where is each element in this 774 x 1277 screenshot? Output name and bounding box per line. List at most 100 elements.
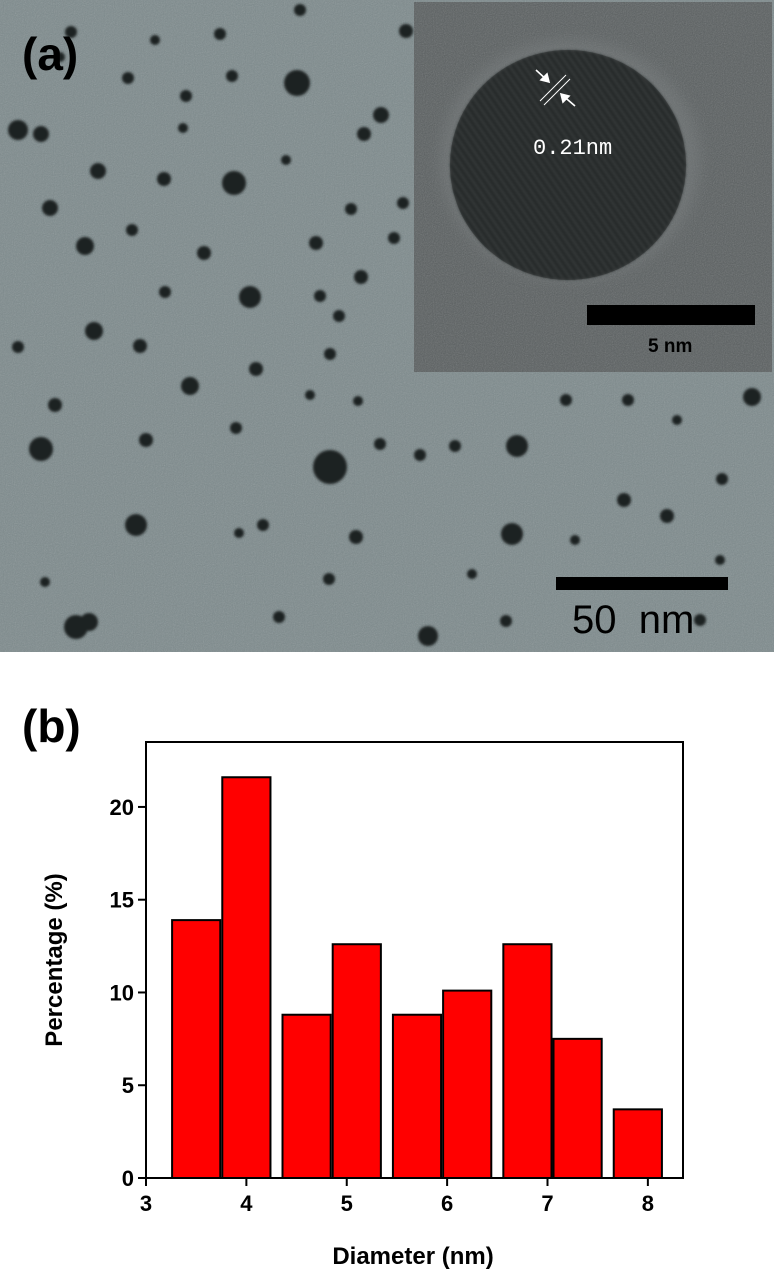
bar (612, 1108, 663, 1179)
nanoparticle (181, 377, 199, 395)
nanoparticle (506, 435, 528, 457)
nanoparticle (324, 348, 336, 360)
nanoparticle (309, 236, 323, 250)
nanoparticle (399, 24, 413, 38)
hrtem-inset: 0.21nm 5 nm (414, 2, 772, 372)
nanoparticle (305, 390, 315, 400)
x-tick-label: 6 (441, 1191, 453, 1216)
nanoparticle (560, 394, 572, 406)
bar (171, 919, 222, 1180)
lattice-spacing-marker (535, 69, 576, 107)
nanoparticle (570, 535, 580, 545)
nanoparticle (29, 437, 53, 461)
nanoparticle (313, 450, 347, 484)
y-tick-label: 15 (110, 888, 134, 913)
nanoparticle (345, 203, 357, 215)
x-tick-label: 8 (642, 1191, 654, 1216)
nanoparticle (323, 573, 335, 585)
x-tick-label: 7 (541, 1191, 553, 1216)
nanoparticle (125, 514, 147, 536)
x-tick-label: 3 (140, 1191, 152, 1216)
nanoparticle (467, 569, 477, 579)
nanoparticle (349, 530, 363, 544)
nanoparticle (374, 438, 386, 450)
nanoparticle (284, 70, 310, 96)
main-scale-label: 50 nm (572, 598, 694, 642)
nanoparticle (418, 626, 438, 646)
nanoparticle (139, 433, 153, 447)
nanoparticle (672, 415, 682, 425)
nanoparticle (42, 200, 58, 216)
nanoparticle (716, 473, 728, 485)
nanoparticle (33, 126, 49, 142)
panel-a-label: (a) (22, 28, 78, 80)
nanoparticle (55, 52, 65, 62)
size-distribution-chart: (b) 3 4 5 6 7 8 0 5 10 15 20 Diameter (nm) Percent… (22, 700, 684, 1270)
nanoparticle (617, 493, 631, 507)
y-tick-label: 20 (110, 795, 134, 820)
nanoparticle (333, 310, 345, 322)
nanoparticle (234, 528, 244, 538)
nanoparticle (133, 339, 147, 353)
nanoparticle (397, 197, 409, 209)
x-tick-label: 4 (240, 1191, 253, 1216)
chart-axes: 3 4 5 6 7 8 0 5 10 15 20 (110, 741, 684, 1216)
lattice-spacing-label: 0.21nm (533, 136, 612, 161)
nanoparticle (48, 398, 62, 412)
nanoparticle (150, 35, 160, 45)
plot-frame (145, 741, 684, 1179)
nanoparticle (257, 519, 269, 531)
nanoparticle (414, 449, 426, 461)
nanoparticle (501, 523, 523, 545)
nanoparticles (8, 4, 761, 646)
nanoparticle (157, 172, 171, 186)
nanoparticle (353, 396, 363, 406)
x-axis-label: Diameter (nm) (332, 1243, 493, 1270)
bar (221, 776, 272, 1179)
bar (442, 989, 493, 1180)
nanoparticle (159, 286, 171, 298)
nanoparticle (294, 4, 306, 16)
inset-scale-bar (587, 305, 755, 325)
bar (391, 1013, 443, 1180)
nanoparticle (85, 322, 103, 340)
nanoparticle (64, 615, 88, 639)
nanoparticle (8, 120, 28, 140)
nanoparticle (40, 577, 50, 587)
nanoparticle (249, 362, 263, 376)
nanoparticle (12, 341, 24, 353)
nanoparticle (354, 270, 368, 284)
inset-scale-label: 5 nm (648, 336, 692, 357)
nanoparticle (197, 246, 211, 260)
nanoparticle (694, 614, 706, 626)
main-scale-bar (556, 577, 728, 590)
nanoparticle (230, 422, 242, 434)
panel-b-label: (b) (22, 700, 81, 752)
nanoparticle (122, 72, 134, 84)
bar (331, 943, 382, 1180)
nanoparticle (226, 70, 238, 82)
nanoparticle (357, 127, 371, 141)
y-axis-label: Percentage (%) (41, 873, 68, 1046)
nanoparticle (273, 611, 285, 623)
bar (281, 1013, 332, 1180)
nanoparticle (214, 28, 226, 40)
nanoparticle (314, 290, 326, 302)
y-tick-label: 10 (110, 980, 134, 1005)
tem-micrograph-panel: 0.21nm 5 nm (a) 50 nm (0, 0, 774, 652)
nanoparticle (281, 155, 291, 165)
nanoparticle (715, 555, 725, 565)
nanoparticle (449, 440, 461, 452)
nanoparticle (90, 163, 106, 179)
nanoparticle (222, 171, 246, 195)
nanoparticle (126, 224, 138, 236)
nanoparticle (500, 615, 512, 627)
nanoparticle (180, 90, 192, 102)
nanoparticle (388, 232, 400, 244)
nanoparticle (178, 123, 188, 133)
x-tick-label: 5 (341, 1191, 353, 1216)
single-nanoparticle (450, 50, 686, 280)
y-tick-label: 0 (122, 1166, 134, 1191)
nanoparticle (373, 107, 389, 123)
nanoparticle (622, 394, 634, 406)
